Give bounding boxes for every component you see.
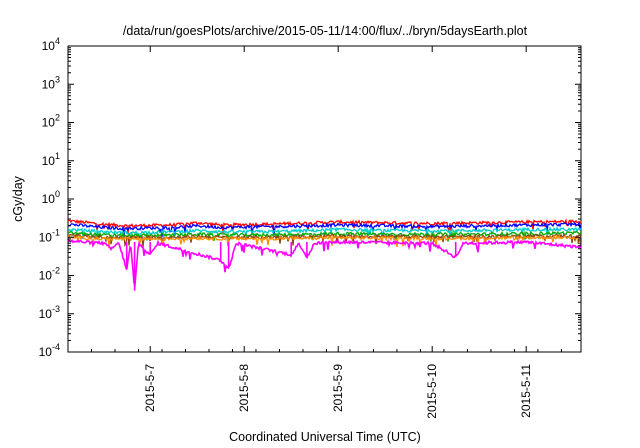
plot-area-frame (67, 45, 582, 353)
x-tick-label: 2015-5-10 (425, 364, 439, 419)
y-tick-label: 10-1 (39, 227, 60, 244)
y-tick-label: 103 (42, 74, 60, 91)
y-tick-exponent: 1 (55, 151, 60, 161)
y-axis-label: cGy/day (11, 175, 25, 222)
series-line (67, 220, 582, 238)
y-tick-label: 101 (42, 151, 60, 168)
x-axis-label: Coordinated Universal Time (UTC) (229, 430, 421, 444)
y-tick-label: 10-3 (39, 304, 60, 321)
y-tick-base: 10 (39, 307, 53, 321)
y-tick-base: 10 (42, 77, 56, 91)
series-group (67, 218, 582, 291)
y-tick-label: 100 (42, 189, 60, 206)
y-tick-label: 10-2 (39, 266, 60, 283)
y-tick-label: 10-4 (39, 342, 60, 359)
y-tick-exponent: -2 (52, 266, 60, 276)
series-line (67, 226, 582, 241)
chart-title: /data/run/goesPlots/archive/2015-05-11/1… (123, 24, 528, 38)
y-tick-base: 10 (42, 116, 56, 130)
y-tick-base: 10 (42, 154, 56, 168)
y-tick-exponent: -4 (52, 342, 60, 352)
x-tick-label: 2015-5-11 (519, 364, 533, 418)
y-tick-exponent: 3 (55, 74, 60, 84)
series-line (67, 238, 582, 291)
y-tick-base: 10 (42, 39, 56, 53)
y-tick-label: 102 (42, 113, 60, 130)
y-tick-base: 10 (42, 192, 56, 206)
y-tick-exponent: -1 (52, 227, 60, 237)
x-tick-label: 2015-5-7 (143, 364, 157, 412)
x-tick-label: 2015-5-9 (331, 364, 345, 412)
y-tick-exponent: 4 (55, 36, 60, 46)
y-tick-base: 10 (39, 345, 53, 359)
y-tick-exponent: -3 (52, 304, 60, 314)
y-tick-base: 10 (39, 269, 53, 283)
y-tick-label: 104 (42, 36, 60, 53)
y-tick-exponent: 2 (55, 113, 60, 123)
series-line (67, 218, 582, 234)
x-axis: 2015-5-7 2015-5-8 2015-5-9 2015-5-10 2015-5-… (67, 46, 562, 419)
y-tick-base: 10 (39, 230, 53, 244)
y-tick-exponent: 0 (55, 189, 60, 199)
series-line (67, 233, 582, 249)
x-tick-label: 2015-5-8 (237, 364, 251, 412)
